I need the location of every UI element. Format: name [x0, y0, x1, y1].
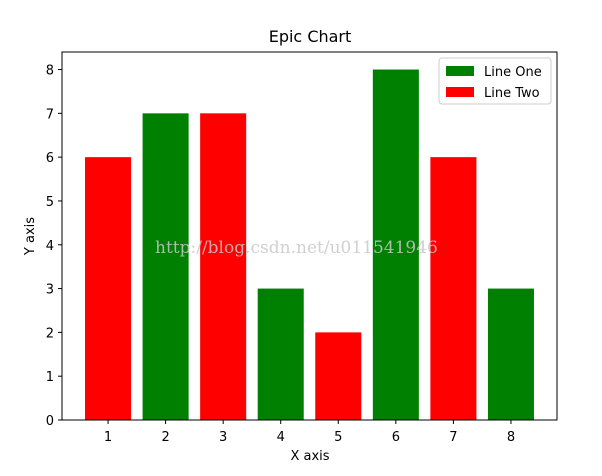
y-tick-label: 2 [46, 326, 54, 341]
x-axis-label: X axis [290, 449, 329, 464]
axes-group [61, 51, 558, 421]
ticks-group: 1 2 3 4 5 6 7 8 0 1 2 3 4 5 6 7 8 [46, 64, 515, 445]
x-tick-label: 8 [507, 430, 515, 445]
bar-line-two-1 [85, 157, 132, 420]
x-tick-label: 7 [449, 430, 457, 445]
y-tick-label: 5 [46, 195, 54, 210]
legend-label-line-one: Line One [484, 65, 542, 80]
y-tick-label: 0 [46, 414, 54, 429]
y-tick-label: 7 [46, 107, 54, 122]
bar-line-one-6 [372, 69, 419, 421]
x-tick-label: 1 [104, 430, 112, 445]
x-tick-label: 4 [277, 430, 285, 445]
bar-line-one-8 [487, 288, 534, 420]
y-tick-label: 3 [46, 283, 54, 298]
chart-title: Epic Chart [269, 27, 352, 46]
bar-line-one-4 [257, 288, 304, 420]
y-axis-label: Y axis [23, 217, 38, 256]
y-tick-label: 4 [46, 239, 54, 254]
bar-line-two-3 [200, 113, 247, 420]
bar-line-two-7 [430, 157, 477, 420]
x-tick-label: 5 [334, 430, 342, 445]
x-tick-label: 3 [219, 430, 227, 445]
legend-swatch-line-two [446, 87, 474, 97]
y-tick-label: 8 [46, 64, 54, 79]
watermark-text: http://blog.csdn.net/u011541946 [155, 238, 438, 258]
legend-swatch-line-one [446, 66, 474, 76]
bars-group [85, 69, 534, 421]
plot-area [62, 52, 557, 420]
axes-frame [61, 51, 558, 421]
legend-label-line-two: Line Two [484, 86, 540, 101]
y-tick-label: 6 [46, 151, 54, 166]
bar-line-one-2 [142, 113, 189, 420]
x-tick-label: 2 [161, 430, 169, 445]
plot-background [62, 52, 557, 420]
y-tick-label: 1 [46, 370, 54, 385]
x-tick-label: 6 [392, 430, 400, 445]
bar-line-two-5 [315, 332, 362, 420]
legend: Line One Line Two [438, 57, 552, 105]
